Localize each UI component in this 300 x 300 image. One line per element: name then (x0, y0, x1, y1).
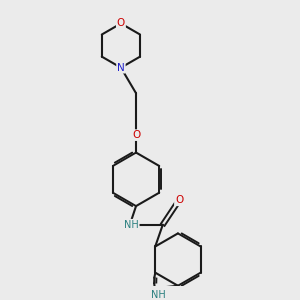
Text: NH: NH (151, 290, 166, 300)
Text: O: O (132, 130, 140, 140)
Text: O: O (117, 19, 125, 28)
Text: O: O (175, 195, 183, 205)
Text: NH: NH (124, 220, 139, 230)
Text: N: N (117, 63, 125, 73)
